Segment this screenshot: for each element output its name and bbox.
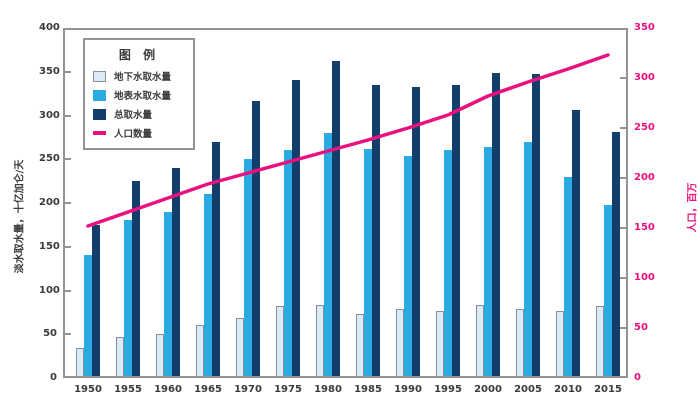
right-tick-label-300: 300 [634,72,655,83]
right-tick [620,277,628,279]
right-tick-label-200: 200 [634,172,655,183]
legend-color-swatch-icon [93,70,106,82]
legend-item-2: 总取水量 [93,107,185,121]
right-tick-label-0: 0 [634,372,641,383]
bar-1975-series1 [284,150,292,378]
x-tick-label-1970: 1970 [234,384,262,395]
left-tick [63,202,71,204]
legend-color-swatch-icon [93,89,106,101]
bar-1955-series2 [132,181,140,378]
legend-item-1: 地表水取水量 [93,88,185,102]
legend-color-swatch-icon [93,108,106,120]
right-tick [620,327,628,329]
bar-1975-series2 [292,80,300,378]
bar-2010-series2 [572,110,580,378]
bar-2000-series1 [484,147,492,378]
left-tick-label-200: 200 [39,197,60,208]
right-tick [620,77,628,79]
bar-1970-series1 [244,159,252,378]
legend-line-swatch-icon [93,131,106,135]
left-tick-label-50: 50 [43,328,57,340]
legend-item-label: 人口数量 [114,129,153,140]
bar-1955-series1 [124,220,132,378]
x-tick-label-1985: 1985 [354,384,382,395]
x-tick-label-1950: 1950 [74,384,102,395]
bar-1990-series1 [404,156,412,378]
bar-1960-series2 [172,168,180,378]
right-axis-title: 人口，百万 [687,182,699,233]
left-tick [63,289,71,292]
x-tick-label-1960: 1960 [154,384,182,395]
legend-item-label: 地下水取水量 [114,72,172,83]
right-tick [620,127,628,129]
left-tick [63,245,71,248]
x-tick-label-2015: 2015 [594,384,622,395]
x-tick-label-2010: 2010 [554,384,582,395]
right-tick [620,177,628,179]
bar-2015-series2 [612,132,620,378]
x-tick-label-1975: 1975 [274,384,302,395]
bar-2015-series1 [604,205,612,378]
right-tick [620,227,628,229]
bar-2005-series1 [524,142,532,378]
right-tick-label-50: 50 [634,322,648,333]
bar-2000-series2 [492,73,500,378]
legend-title: 图 例 [118,48,160,62]
bar-1980-series2 [332,61,340,378]
x-tick-label-1990: 1990 [394,384,422,395]
bar-1980-series1 [324,133,332,378]
left-tick-label-400: 400 [39,22,60,33]
bar-1965-series2 [212,142,220,378]
left-tick-label-150: 150 [39,240,60,252]
legend-item-0: 地下水取水量 [93,69,185,83]
left-tick-label-300: 300 [39,109,60,121]
right-tick-label-100: 100 [634,272,655,283]
bar-1990-series2 [412,87,420,378]
right-tick-label-150: 150 [634,222,655,233]
bar-1985-series2 [372,85,380,378]
bar-1995-series1 [444,150,452,378]
left-tick-label-250: 250 [39,153,60,165]
bar-2010-series1 [564,177,572,378]
bar-1995-series2 [452,85,460,378]
x-tick-label-1965: 1965 [194,384,222,395]
legend-item-label: 地表水取水量 [114,91,172,102]
bar-1950-series1 [84,255,92,378]
bar-1965-series1 [204,194,212,378]
x-tick-label-2005: 2005 [514,384,542,395]
bar-1985-series1 [364,149,372,378]
left-tick [63,114,71,117]
right-tick-label-350: 350 [634,22,655,33]
bar-1950-series2 [92,225,100,378]
bar-1960-series1 [164,212,172,378]
left-tick-label-100: 100 [39,284,60,296]
legend-item-3: 人口数量 [93,126,185,140]
x-tick-label-1980: 1980 [314,384,342,395]
bar-1970-series2 [252,101,260,378]
legend: 图 例 地下水取水量 地表水取水量 总取水量人口数量 [83,38,195,150]
legend-items: 地下水取水量 地表水取水量 总取水量人口数量 [93,69,185,140]
left-tick [63,70,71,73]
left-tick-label-350: 350 [39,65,60,77]
x-tick-label-2000: 2000 [474,384,502,395]
right-tick-label-250: 250 [634,122,655,133]
left-tick [63,158,71,161]
legend-item-label: 总取水量 [114,110,153,121]
plot-area [63,28,628,378]
left-tick-label-0: 0 [50,372,57,383]
bar-2005-series2 [532,74,540,378]
left-axis-title: 淡水取水量，十亿加仑/天 [14,159,26,274]
x-tick-label-1995: 1995 [434,384,462,395]
left-tick [63,333,71,336]
x-tick-label-1955: 1955 [114,384,142,395]
population-line [86,53,610,228]
